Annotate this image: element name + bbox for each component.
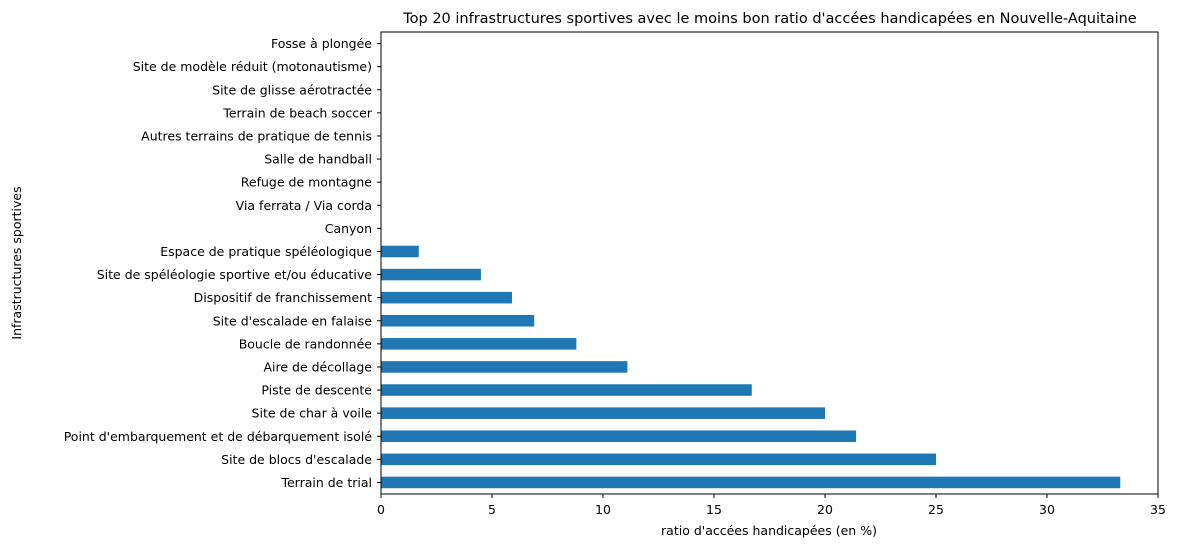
bars-group (381, 245, 1121, 489)
bar-8 (381, 291, 512, 304)
x-tick-label: 35 (1150, 502, 1166, 517)
bar-4 (381, 384, 752, 396)
chart-title: Top 20 infrastructures sportives avec le… (402, 11, 1137, 27)
y-tick-label: Canyon (325, 221, 372, 236)
y-tick-label: Terrain de beach soccer (222, 105, 373, 120)
x-tick-label: 25 (928, 502, 944, 517)
plot-frame (380, 31, 1159, 495)
bar-6 (381, 338, 577, 350)
y-tick-label: Point d'embarquement et de débarquement … (64, 429, 373, 444)
y-tick-label: Fosse à plongée (271, 36, 372, 51)
y-tick-label: Refuge de montagne (241, 175, 372, 190)
y-tick-label: Site de modèle réduit (motonautisme) (133, 59, 372, 74)
y-tick-label: Autres terrains de pratique de tennis (141, 128, 372, 143)
bar-1 (381, 453, 936, 466)
y-tick-label: Site de spéléologie sportive et/ou éduca… (97, 267, 373, 282)
y-tick-label: Terrain de trial (280, 475, 372, 490)
y-axis-ticks: Terrain de trial Site de blocs d'escalade… (64, 36, 381, 490)
y-tick-label: Site de glisse aérotractée (212, 82, 372, 97)
y-tick-label: Dispositif de franchissement (194, 290, 372, 305)
x-axis-ticks: 0 5 10 15 20 25 30 35 (377, 494, 1166, 517)
y-tick-label: Aire de décollage (263, 359, 372, 374)
bar-2 (381, 430, 857, 443)
x-tick-label: 10 (595, 502, 611, 517)
bar-7 (381, 314, 535, 327)
y-tick-label: Salle de handball (264, 152, 372, 167)
y-tick-label: Site de blocs d'escalade (221, 452, 372, 467)
y-tick-label: Via ferrata / Via corda (236, 198, 372, 213)
x-tick-label: 0 (377, 502, 385, 517)
y-tick-label: Site d'escalade en falaise (213, 313, 373, 328)
bar-9 (381, 268, 481, 281)
y-tick-label: Site de char à voile (252, 406, 373, 421)
x-tick-label: 5 (488, 502, 496, 517)
bar-0 (381, 476, 1121, 489)
x-tick-label: 15 (706, 502, 722, 517)
x-axis-label: ratio d'accées handicapées (en %) (661, 523, 877, 538)
y-tick-label: Espace de pratique spéléologique (160, 244, 372, 259)
x-tick-label: 20 (817, 502, 833, 517)
bar-3 (381, 407, 825, 419)
bar-5 (381, 361, 628, 373)
bar-10 (381, 245, 419, 258)
y-axis-label: Infrastructures sportives (9, 186, 24, 339)
x-tick-label: 30 (1039, 502, 1055, 517)
y-tick-label: Piste de descente (261, 383, 372, 398)
y-tick-label: Boucle de randonnée (239, 336, 373, 351)
